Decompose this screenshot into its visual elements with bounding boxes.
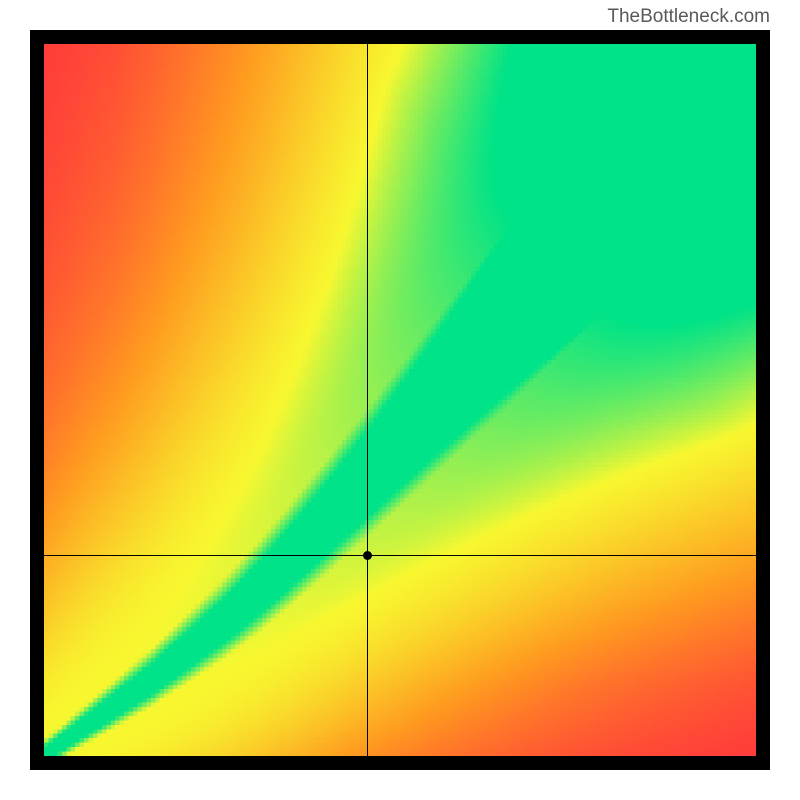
crosshair-vertical bbox=[367, 44, 368, 756]
watermark-text: TheBottleneck.com bbox=[607, 6, 770, 28]
bottleneck-heatmap bbox=[44, 44, 756, 756]
crosshair-horizontal bbox=[44, 555, 756, 556]
chart-frame bbox=[30, 30, 770, 770]
